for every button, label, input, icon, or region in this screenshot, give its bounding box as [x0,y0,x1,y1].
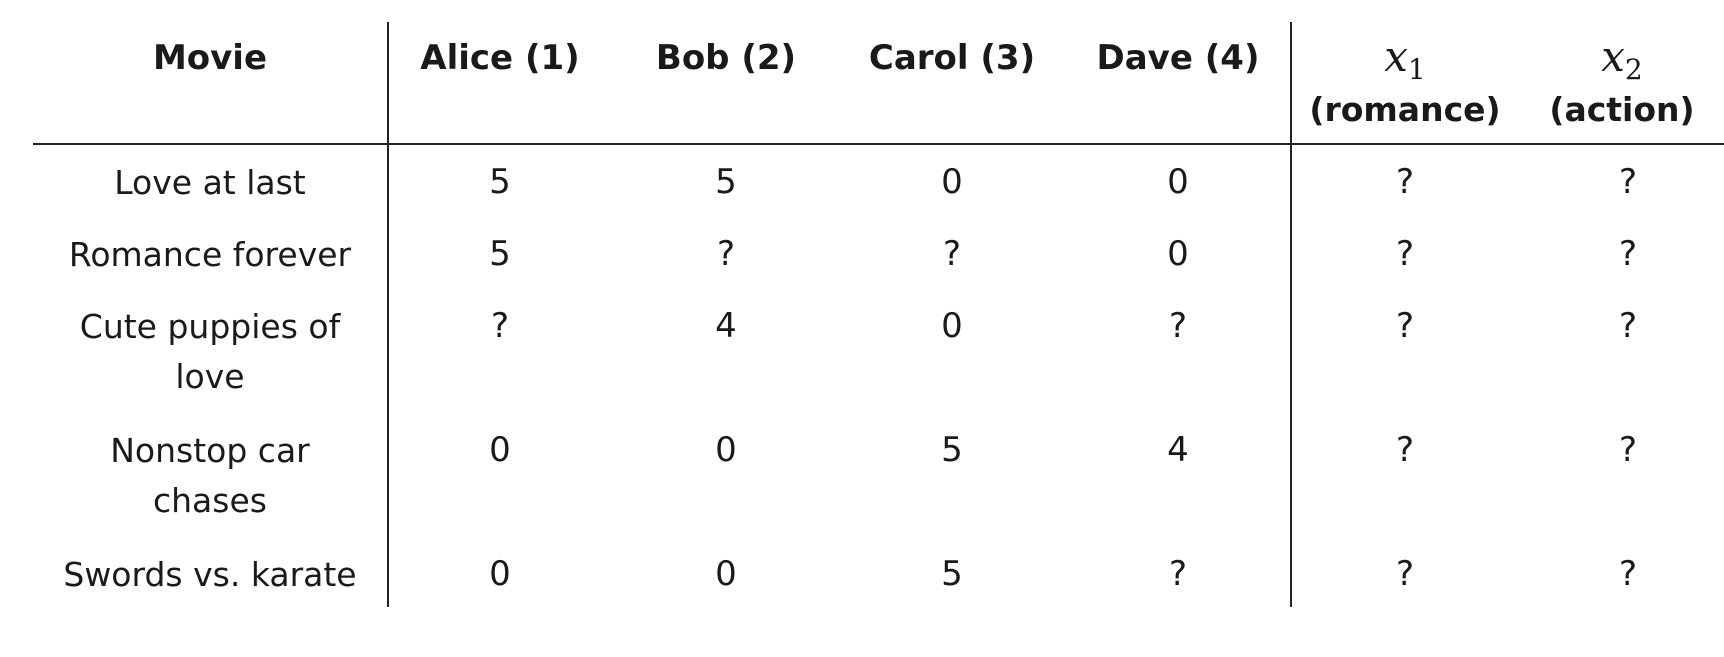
rating-cell: 4 [1167,430,1189,470]
rating-cell: 0 [941,162,963,202]
rating-cell: 0 [489,430,511,470]
feature-label: (action) [1549,90,1695,129]
feature-label: (romance) [1309,90,1501,129]
feature-symbol: x1 [1384,32,1426,86]
feature-cell: ? [1618,234,1638,274]
rating-cell: 5 [941,430,963,470]
feature-cell: ? [1395,306,1415,346]
rating-cell: 5 [489,234,511,274]
rating-cell: 0 [715,554,737,594]
feature-column-divider [1290,22,1292,607]
rating-cell: 0 [1167,162,1189,202]
feature-cell: ? [1395,162,1415,202]
feature-cell: ? [1395,554,1415,594]
rating-cell: 5 [489,162,511,202]
header-user-carol: Carol (3) [868,38,1036,78]
feature-cell: ? [1395,430,1415,470]
movie-column-divider [387,22,389,607]
rating-cell: 5 [941,554,963,594]
header-user-bob: Bob (2) [655,38,797,78]
feature-cell: ? [1618,554,1638,594]
header-feature-romance: x1 (romance) [1300,32,1510,129]
rating-cell: 0 [1167,234,1189,274]
feature-cell: ? [1618,430,1638,470]
header-user-dave: Dave (4) [1096,38,1260,78]
movie-title: Swords vs. karate [63,555,357,594]
header-divider [33,143,1724,145]
rating-cell: ? [716,234,736,274]
movie-title: Love at last [114,163,306,202]
header-user-alice: Alice (1) [420,38,580,78]
feature-cell: ? [1395,234,1415,274]
rating-cell: ? [490,306,510,346]
movie-title: Nonstop car chases [110,431,310,520]
header-feature-action: x2 (action) [1522,32,1722,129]
rating-cell: 0 [941,306,963,346]
movie-title: Romance forever [68,235,352,274]
rating-cell: ? [1168,306,1188,346]
rating-cell: 0 [715,430,737,470]
rating-cell: ? [942,234,962,274]
feature-symbol: x2 [1601,32,1643,86]
header-movie: Movie [152,38,268,78]
rating-cell: 5 [715,162,737,202]
rating-cell: ? [1168,554,1188,594]
movie-title: Cute puppies of love [79,307,341,396]
rating-cell: 0 [489,554,511,594]
feature-cell: ? [1618,162,1638,202]
rating-cell: 4 [715,306,737,346]
feature-cell: ? [1618,306,1638,346]
